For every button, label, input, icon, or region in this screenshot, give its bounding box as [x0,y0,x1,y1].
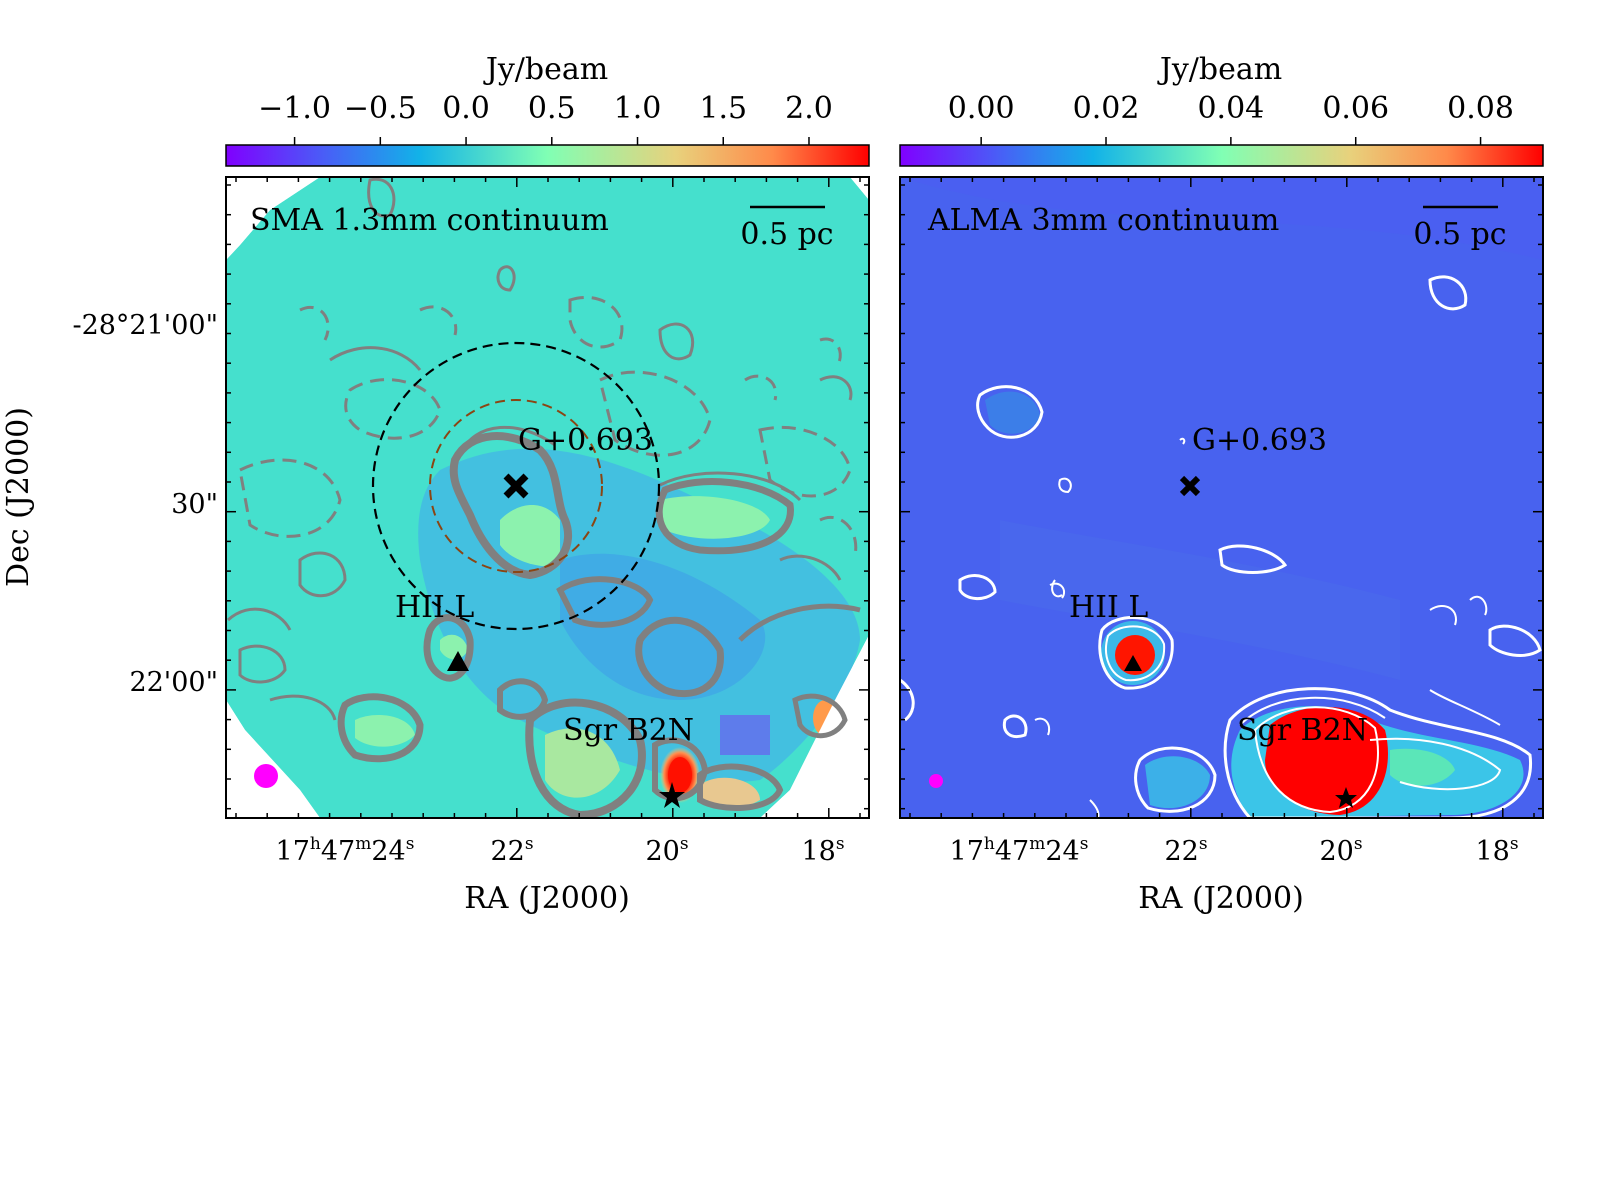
right-label-g0693: G+0.693 [1192,423,1327,458]
right-image [900,177,1543,818]
right-scalebar-label: 0.5 pc [1413,217,1506,252]
y-axis-label: Dec (J2000) [1,407,36,587]
right-colorbar-tick-label: 0.04 [1197,91,1264,126]
left-xlabel: RA (J2000) [464,881,630,916]
left-label-g0693: G+0.693 [518,423,653,458]
right-ra-tick-20s: 20s [1319,834,1362,867]
left-outer-dashed-circle [371,341,661,631]
left-panel: −1.0 −0.5 0.0 0.5 1.0 1.5 2.0 Jy/beam [1,52,870,916]
right-colorbar-tick-label: 0.06 [1322,91,1389,126]
left-axis-ticks [226,177,869,818]
dec-tick-22-00: 22'00" [129,667,218,698]
dec-tick-21-00: -28°21'00" [72,310,218,341]
left-colorbar [225,144,870,167]
left-ra-tick-20s: 20s [645,834,688,867]
left-ra-tick-24s: 17h47m24s [276,834,415,867]
right-xlabel: RA (J2000) [1138,881,1304,916]
left-colorbar-ticks: −1.0 −0.5 0.0 0.5 1.0 1.5 2.0 [258,91,833,145]
left-marker-star [659,782,685,808]
right-ra-tick-18s: 18s [1475,834,1518,867]
dec-tick-30: 30" [171,489,218,520]
right-label-sgrb2n: Sgr B2N [1237,713,1368,748]
left-beam [254,764,278,788]
right-ra-tick-24s: 17h47m24s [950,834,1089,867]
right-colorbar-tick-label: 0.00 [948,91,1015,126]
left-marker-triangle [447,651,469,671]
right-beam [929,774,943,788]
right-colorbar-tick-label: 0.02 [1073,91,1140,126]
left-contours [226,177,861,818]
left-colorbar-tick-label: 2.0 [785,91,833,126]
right-label-hiil: HII L [1069,590,1148,625]
right-marker-star [1335,787,1357,808]
right-ra-tick-22s: 22s [1164,834,1207,867]
right-colorbar-tick-label: 0.08 [1447,91,1514,126]
left-scalebar-label: 0.5 pc [740,217,833,252]
left-colorbar-tick-label: 1.5 [699,91,747,126]
right-colorbar [899,144,1544,167]
left-ra-tick-22s: 22s [490,834,533,867]
left-colorbar-label: Jy/beam [483,52,608,87]
right-axis-ticks [900,177,1543,818]
right-panel-title: ALMA 3mm continuum [927,203,1279,238]
right-contours [900,275,1542,818]
left-ra-tick-18s: 18s [801,834,844,867]
left-panel-title: SMA 1.3mm continuum [250,203,609,238]
right-panel: 0.00 0.02 0.04 0.06 0.08 Jy/beam [899,52,1544,916]
left-inner-dashed-circle [429,399,603,573]
left-label-sgrb2n: Sgr B2N [563,713,694,748]
left-colorbar-tick-label: 1.0 [614,91,662,126]
left-colorbar-tick-label: 0.0 [442,91,490,126]
left-colorbar-tick-label: −1.0 [258,91,331,126]
left-colorbar-tick-label: −0.5 [344,91,417,126]
left-label-hiil: HII L [395,590,474,625]
right-marker-cross [1179,475,1201,497]
left-marker-cross [503,473,529,499]
right-colorbar-ticks: 0.00 0.02 0.04 0.06 0.08 [948,91,1514,145]
right-marker-triangle [1124,655,1142,671]
left-colorbar-tick-label: 0.5 [528,91,576,126]
right-colorbar-label: Jy/beam [1157,52,1282,87]
